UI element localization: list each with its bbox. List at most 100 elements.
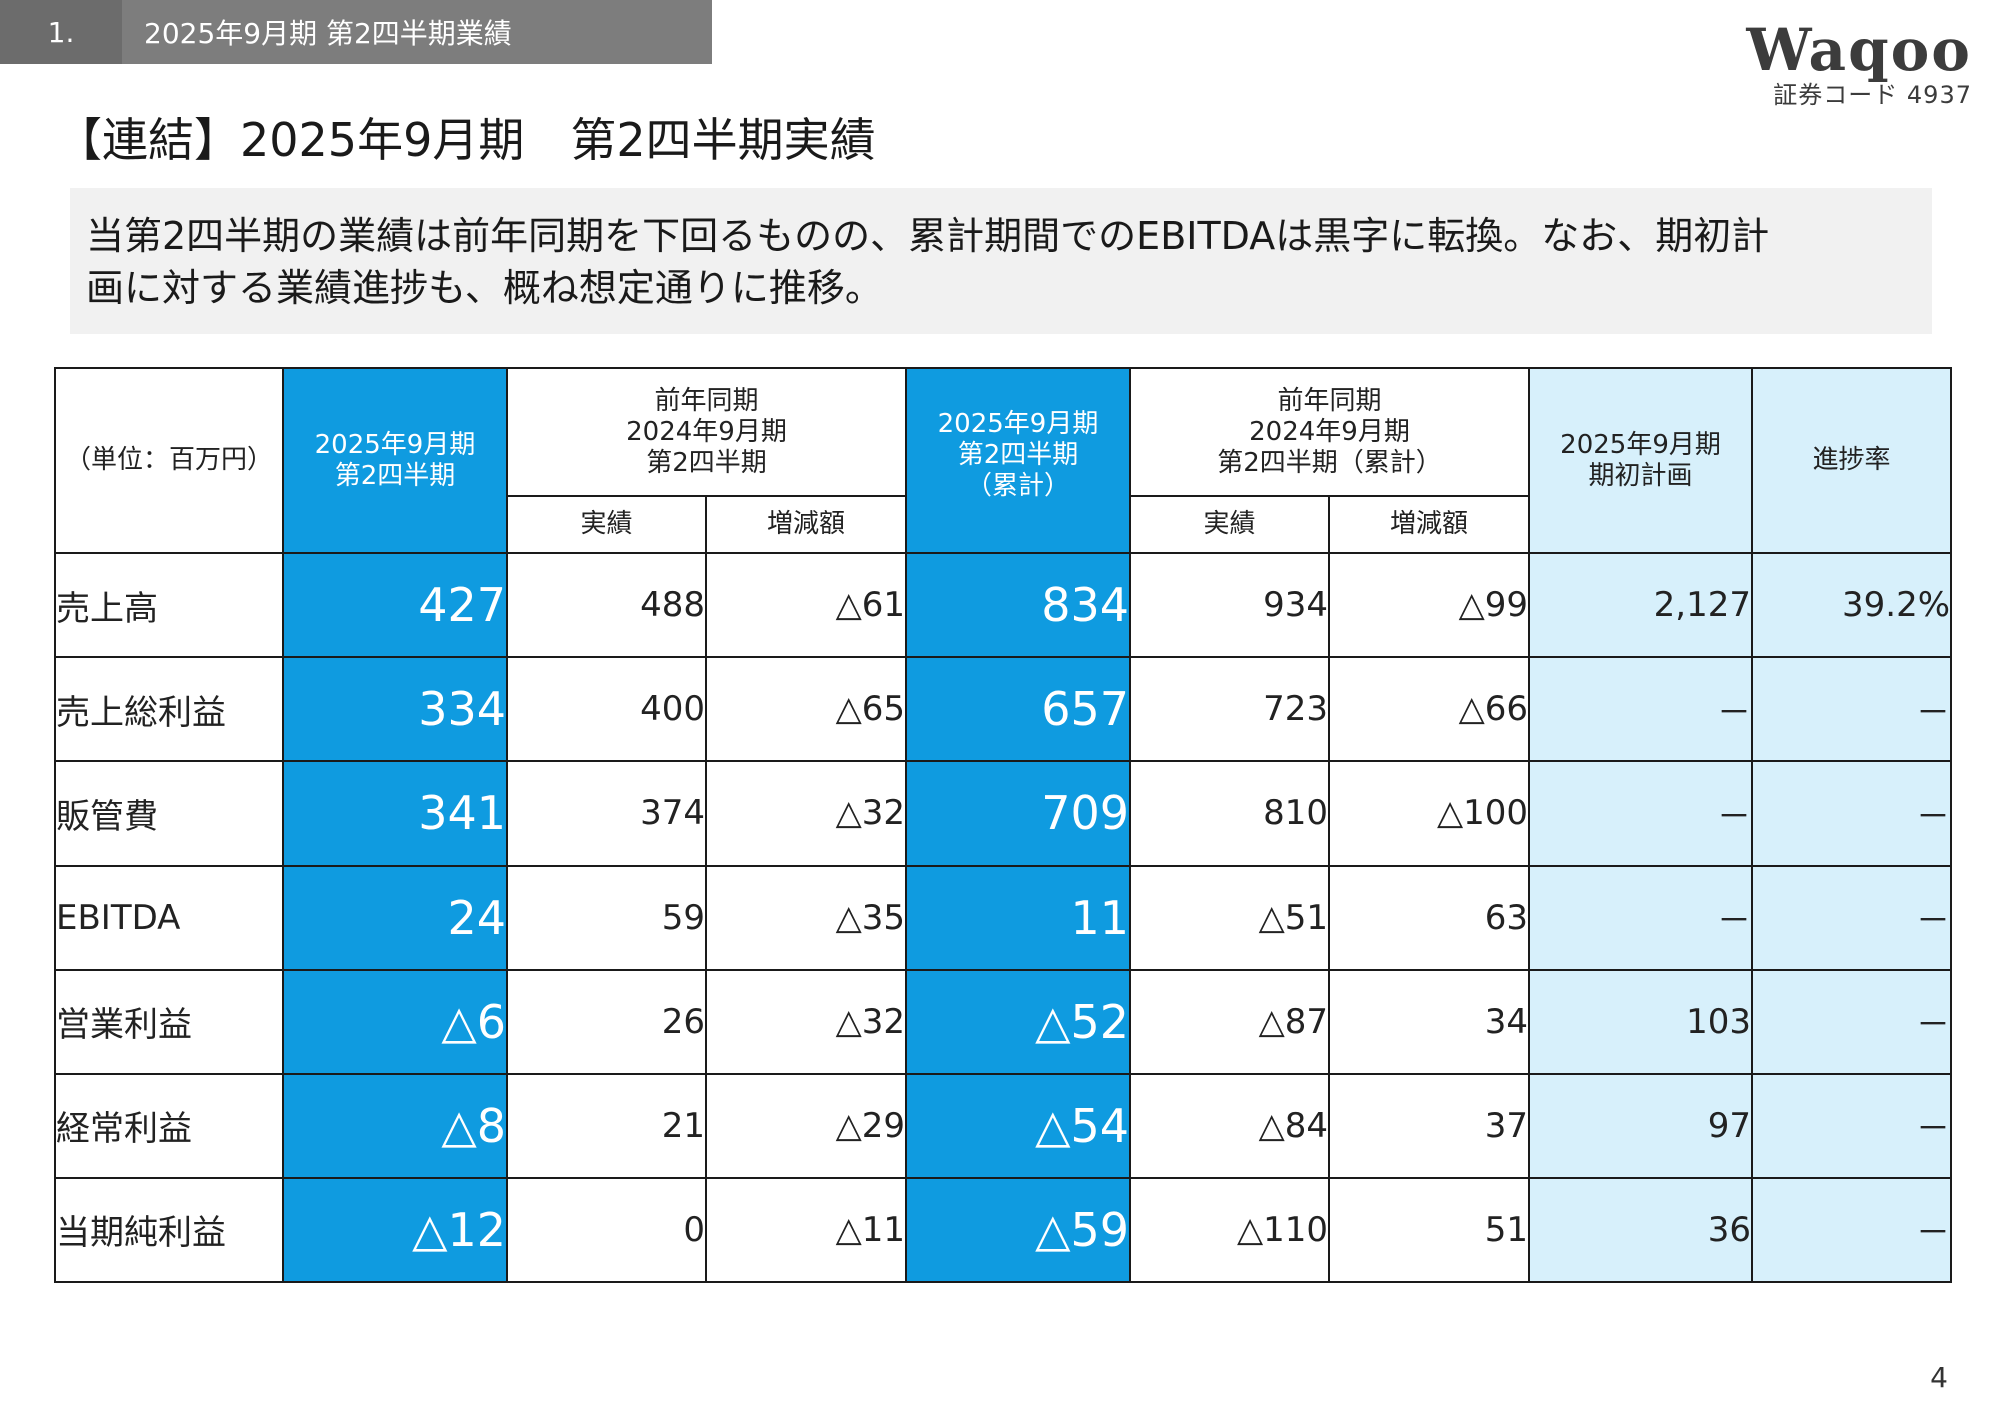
col-q2-line2: 第2四半期 (334, 460, 456, 491)
col-prev-cum-line1: 前年同期 (1277, 385, 1382, 416)
col-prev-q2-header: 前年同期 2024年9月期 第2四半期 (506, 366, 907, 498)
col-plan-line1: 2025年9月期 (1560, 429, 1721, 460)
col-prev-q2-line1: 前年同期 (654, 385, 759, 416)
summary-line-1: 当第2四半期の業績は前年同期を下回るものの、累計期間でのEBITDAは黒字に転換… (86, 214, 1770, 258)
table-row: 経常利益 △8 21 △29 △54 △84 37 97 － (54, 1072, 1953, 1179)
cell-prev-change: △32 (705, 968, 907, 1075)
table-row: 当期純利益 △12 0 △11 △59 △110 51 36 － (54, 1176, 1953, 1284)
cell-cum: △52 (905, 968, 1131, 1075)
cell-cum: 709 (905, 760, 1131, 867)
cell-q2: △8 (282, 1072, 508, 1179)
cell-progress: 39.2% (1751, 552, 1953, 659)
cell-prev-change: △65 (705, 656, 907, 763)
cell-cum: △54 (905, 1072, 1131, 1179)
cell-progress: － (1751, 656, 1953, 763)
cell-prev-cum-change: △66 (1327, 656, 1531, 763)
cell-plan: － (1528, 864, 1754, 971)
cell-prev-cum-change: 34 (1327, 968, 1531, 1075)
cell-prev-change: △29 (705, 1072, 907, 1179)
sub-actual-prev-q2: 実績 (506, 495, 707, 555)
section-title: 2025年9月期 第2四半期業績 (144, 17, 512, 50)
cell-cum: 11 (905, 864, 1131, 971)
cell-cum: 834 (905, 552, 1131, 659)
cell-prev-cum-change: 51 (1327, 1176, 1531, 1284)
summary-box: 当第2四半期の業績は前年同期を下回るものの、累計期間でのEBITDAは黒字に転換… (70, 188, 1932, 334)
cell-q2: △12 (282, 1176, 508, 1284)
col-cum-header: 2025年9月期 第2四半期 （累計） (905, 366, 1131, 555)
cell-prev-cum-actual: 810 (1129, 760, 1330, 867)
cell-prev-change: △61 (705, 552, 907, 659)
header-row-1: （単位：百万円） 2025年9月期 第2四半期 前年同期 2024年9月期 第2… (54, 366, 1953, 555)
cell-plan: 2,127 (1528, 552, 1754, 659)
col-q2-header: 2025年9月期 第2四半期 (282, 366, 508, 555)
sub-actual-prev-cum: 実績 (1129, 495, 1330, 555)
cell-label: 売上高 (54, 552, 284, 659)
col-cum-line1: 2025年9月期 (937, 409, 1099, 439)
cell-prev-cum-actual: △84 (1129, 1072, 1330, 1179)
cell-prev-change: △35 (705, 864, 907, 971)
col-prev-cum-line2: 2024年9月期 (1249, 416, 1410, 447)
section-header-bar: 1. 2025年9月期 第2四半期業績 (0, 0, 712, 64)
col-prev-q2-line3: 第2四半期 (646, 447, 767, 478)
table-body: 売上高 427 488 △61 834 934 △99 2,127 39.2% 売上総利益 334 4… (54, 552, 1953, 1284)
cell-q2: 24 (282, 864, 508, 971)
cell-prev-cum-actual: △51 (1129, 864, 1330, 971)
cell-plan: 103 (1528, 968, 1754, 1075)
cell-cum: 657 (905, 656, 1131, 763)
cell-progress: － (1751, 1072, 1953, 1179)
sub-change-prev-q2: 増減額 (705, 495, 907, 555)
table-row: 販管費 341 374 △32 709 810 △100 －－ (54, 760, 1953, 867)
cell-label: 営業利益 (54, 968, 284, 1075)
cell-label: 経常利益 (54, 1072, 284, 1179)
unit-label: （単位：百万円） (54, 366, 284, 555)
cell-progress: － (1751, 760, 1953, 867)
cell-prev-cum-actual: 723 (1129, 656, 1330, 763)
col-prev-cum-header: 前年同期 2024年9月期 第2四半期（累計） (1128, 366, 1531, 498)
cell-progress: － (1751, 968, 1953, 1075)
cell-label: EBITDA (54, 864, 284, 971)
col-q2-line1: 2025年9月期 (314, 429, 476, 460)
section-number: 1. (0, 0, 122, 64)
cell-q2: 334 (282, 656, 508, 763)
cell-prev-cum-change: 37 (1327, 1072, 1531, 1179)
cell-prev-cum-actual: 934 (1129, 552, 1330, 659)
header-row-2: 実績 増減額 実績 増減額 (55, 495, 1951, 555)
cell-q2: 341 (282, 760, 508, 867)
cell-prev-cum-actual: △110 (1129, 1176, 1330, 1284)
cell-cum: △59 (905, 1176, 1131, 1284)
cell-prev-cum-change: 63 (1327, 864, 1531, 971)
sub-change-prev-cum: 増減額 (1327, 495, 1531, 555)
cell-prev-actual: 374 (506, 760, 707, 867)
cell-prev-change: △32 (705, 760, 907, 867)
cell-prev-actual: 26 (506, 968, 707, 1075)
logo-brand: Waqoo (1746, 16, 1972, 84)
company-logo: Waqoo 証券コード 4937 (1746, 18, 1972, 108)
cell-plan: － (1528, 760, 1754, 867)
summary-line-2: 画に対する業績進捗も、概ね想定通りに推移。 (86, 266, 883, 310)
cell-prev-actual: 59 (506, 864, 707, 971)
cell-plan: 97 (1528, 1072, 1754, 1179)
cell-plan: － (1528, 656, 1754, 763)
table-row: 売上高 427 488 △61 834 934 △99 2,127 39.2% (54, 552, 1953, 659)
results-table: （単位：百万円） 2025年9月期 第2四半期 前年同期 2024年9月期 第2… (54, 366, 1953, 1284)
page-title: 【連結】2025年9月期 第2四半期実績 (56, 113, 876, 167)
table-row: 売上総利益 334 400 △65 657 723 △66 －－ (54, 656, 1953, 763)
cell-progress: － (1751, 1176, 1953, 1284)
col-prev-cum-line3: 第2四半期（累計） (1217, 447, 1442, 478)
table-row: 営業利益 △6 26 △32 △52 △87 34 103 － (54, 968, 1953, 1075)
col-progress-header: 進捗率 (1751, 366, 1953, 555)
cell-prev-cum-actual: △87 (1129, 968, 1330, 1075)
cell-q2: 427 (282, 552, 508, 659)
cell-label: 売上総利益 (54, 656, 284, 763)
cell-prev-actual: 400 (506, 656, 707, 763)
cell-prev-actual: 0 (506, 1176, 707, 1284)
col-plan-header: 2025年9月期 期初計画 (1528, 366, 1754, 555)
cell-prev-change: △11 (705, 1176, 907, 1284)
cell-prev-actual: 21 (506, 1072, 707, 1179)
table-row: EBITDA 24 59 △35 11 △51 63 －－ (54, 864, 1953, 971)
col-plan-line2: 期初計画 (1588, 460, 1693, 491)
stock-code: 証券コード 4937 (1773, 81, 1972, 109)
cell-label: 販管費 (54, 760, 284, 867)
cell-prev-actual: 488 (506, 552, 707, 659)
cell-q2: △6 (282, 968, 508, 1075)
